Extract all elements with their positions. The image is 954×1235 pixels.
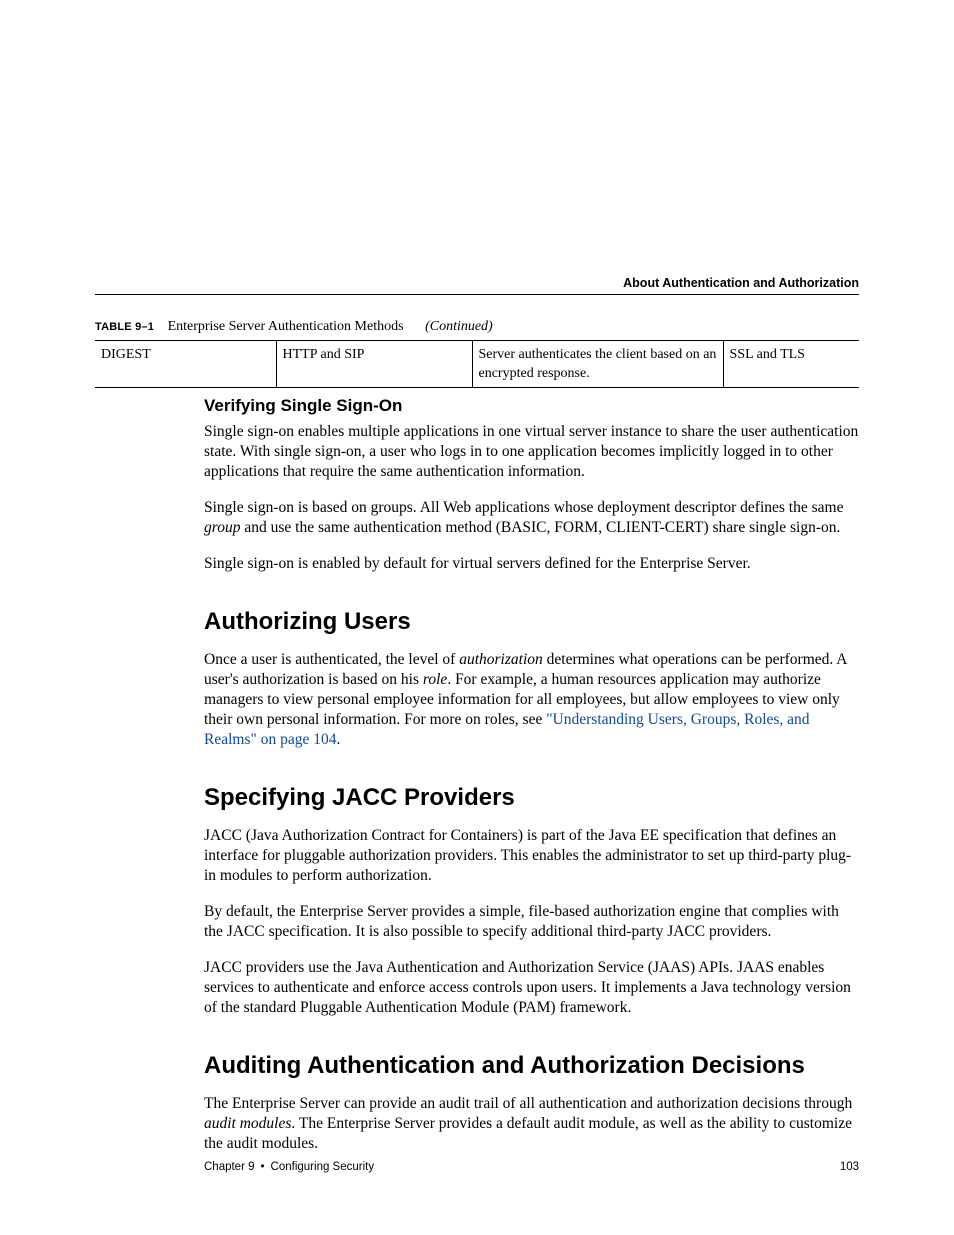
italic-authorization: authorization <box>459 651 543 668</box>
paragraph: By default, the Enterprise Server provid… <box>204 902 859 942</box>
text-run: The Enterprise Server can provide an aud… <box>204 1095 852 1112</box>
heading-auditing: Auditing Authentication and Authorizatio… <box>204 1052 859 1080</box>
text-run: Once a user is authenticated, the level … <box>204 651 459 668</box>
paragraph: JACC (Java Authorization Contract for Co… <box>204 826 859 886</box>
text-run: and use the same authentication method (… <box>240 519 840 536</box>
footer-left: Chapter 9 • Configuring Security <box>204 1161 374 1173</box>
page: About Authentication and Authorization T… <box>0 0 954 1235</box>
paragraph: Single sign-on is based on groups. All W… <box>204 498 859 538</box>
table-row: DIGEST HTTP and SIP Server authenticates… <box>95 341 859 388</box>
table-title: Enterprise Server Authentication Methods <box>168 319 404 334</box>
page-footer: Chapter 9 • Configuring Security 103 <box>204 1161 859 1173</box>
auth-methods-table-wrap: TABLE 9–1 Enterprise Server Authenticati… <box>95 318 859 388</box>
paragraph: Single sign-on is enabled by default for… <box>204 554 859 574</box>
paragraph: Single sign-on enables multiple applicat… <box>204 422 859 482</box>
heading-authorizing-users: Authorizing Users <box>204 608 859 636</box>
cell-description: Server authenticates the client based on… <box>472 341 723 388</box>
footer-page-number: 103 <box>840 1161 859 1173</box>
paragraph: The Enterprise Server can provide an aud… <box>204 1094 859 1154</box>
content-area: Verifying Single Sign-On Single sign-on … <box>204 388 859 1154</box>
text-run: . The Enterprise Server provides a defau… <box>204 1115 852 1152</box>
running-header: About Authentication and Authorization <box>623 276 859 290</box>
paragraph: Once a user is authenticated, the level … <box>204 650 859 750</box>
italic-role: role <box>423 671 447 688</box>
table-continued: (Continued) <box>425 319 493 334</box>
footer-chapter: Chapter 9 <box>204 1161 255 1173</box>
footer-bullet: • <box>261 1161 265 1173</box>
table-caption: TABLE 9–1 Enterprise Server Authenticati… <box>95 318 859 336</box>
auth-methods-table: DIGEST HTTP and SIP Server authenticates… <box>95 340 859 388</box>
cell-method: DIGEST <box>95 341 276 388</box>
text-run: Single sign-on is based on groups. All W… <box>204 499 843 516</box>
cell-encryption: SSL and TLS <box>723 341 859 388</box>
table-label: TABLE 9–1 <box>95 321 154 333</box>
header-rule <box>95 294 859 295</box>
heading-specifying-jacc: Specifying JACC Providers <box>204 784 859 812</box>
footer-title: Configuring Security <box>271 1161 375 1173</box>
paragraph: JACC providers use the Java Authenticati… <box>204 958 859 1018</box>
italic-audit-modules: audit modules <box>204 1115 291 1132</box>
text-run: . <box>336 731 340 748</box>
cell-protocol: HTTP and SIP <box>276 341 472 388</box>
heading-verifying-sso: Verifying Single Sign-On <box>204 396 859 416</box>
italic-group: group <box>204 519 240 536</box>
